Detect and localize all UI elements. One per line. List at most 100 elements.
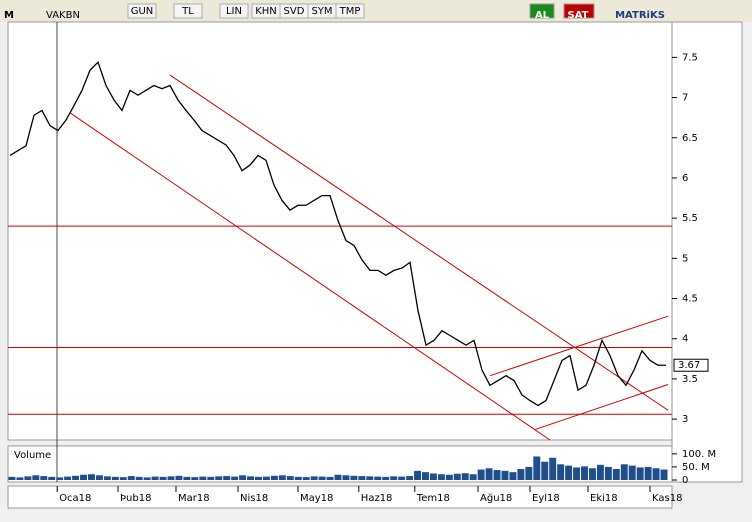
symbol[interactable]: VAKBN	[46, 10, 80, 21]
volume-bar	[517, 469, 525, 480]
volume-bar	[262, 476, 270, 480]
volume-bar	[429, 473, 437, 480]
date-axis	[7, 485, 673, 509]
volume-bar	[541, 461, 549, 480]
volume-bar	[533, 456, 541, 480]
volume-bar	[64, 476, 72, 480]
last-price-box	[673, 358, 709, 372]
trend-line	[489, 315, 669, 377]
volume-bar	[660, 469, 668, 480]
volume-bar	[366, 476, 374, 480]
volume-bar	[644, 466, 652, 480]
volume-bar	[565, 465, 573, 480]
sell-button[interactable]: SAT	[568, 10, 589, 21]
price-axis	[671, 21, 743, 483]
volume-bar	[207, 476, 215, 480]
volume-bar	[398, 476, 406, 480]
toolbar-button[interactable]: KHN	[255, 6, 277, 17]
y-tick-label: 4.5	[682, 294, 698, 305]
volume-bar	[247, 476, 255, 480]
volume-bar	[143, 477, 151, 480]
volume-bar	[573, 467, 581, 480]
volume-bar	[159, 476, 167, 480]
volume-bar	[16, 477, 24, 480]
volume-bar	[231, 476, 239, 480]
toolbar-button[interactable]: SVD	[284, 6, 305, 17]
volume-bar	[40, 476, 48, 480]
button-bg	[219, 3, 249, 19]
price-line	[9, 60, 666, 407]
toolbar-button[interactable]: LIN	[226, 6, 242, 17]
x-tick-label: Tem18	[416, 493, 450, 504]
volume-bar	[342, 475, 350, 480]
y-tick-label: 3.5	[682, 374, 698, 385]
volume-bar	[588, 468, 596, 480]
toolbar-button[interactable]: TL	[181, 6, 194, 17]
toolbar-button[interactable]: GUN	[131, 6, 154, 17]
volume-bar	[525, 466, 533, 480]
m-logo: M	[4, 10, 14, 21]
volume-bar	[95, 475, 103, 480]
volume-bar	[103, 476, 111, 480]
volume-bar	[310, 476, 318, 480]
volume-bar	[485, 468, 493, 480]
volume-bar	[453, 473, 461, 480]
volume-tick-label: 100. M	[682, 449, 716, 460]
volume-bar	[48, 476, 56, 480]
volume-bar	[406, 476, 414, 480]
button-bg	[335, 3, 365, 19]
volume-bar	[56, 477, 64, 480]
volume-bar	[24, 476, 32, 480]
volume-bar	[612, 469, 620, 480]
volume-bar	[557, 464, 565, 480]
volume-bar	[469, 474, 477, 480]
volume-bar	[596, 464, 604, 480]
trend-line	[534, 384, 669, 431]
volume-bar	[382, 476, 390, 480]
volume-bar	[318, 476, 326, 480]
volume-bar	[437, 474, 445, 480]
toolbar-button[interactable]: TMP	[339, 6, 361, 17]
volume-bar	[628, 465, 636, 480]
y-tick-label: 6.5	[682, 133, 698, 144]
x-tick-label: Eki18	[590, 493, 618, 504]
volume-bar	[270, 475, 278, 480]
buy-button[interactable]: AL	[535, 10, 550, 21]
toolbar-button[interactable]: SYM	[311, 6, 332, 17]
volume-bar	[477, 469, 485, 480]
last-price: 3.67	[678, 360, 700, 371]
volume-bar	[8, 476, 16, 480]
volume-bar	[390, 476, 398, 480]
volume-bar	[652, 468, 660, 480]
y-tick-label: 7.5	[682, 52, 698, 63]
volume-bar	[32, 475, 40, 480]
volume-bar	[72, 475, 80, 480]
trend-line	[69, 112, 551, 441]
volume-bar	[135, 476, 143, 480]
volume-bar	[127, 476, 135, 480]
y-tick-label: 3	[682, 414, 688, 425]
volume-bar	[374, 476, 382, 480]
x-tick-label: Mar18	[178, 493, 210, 504]
volume-bar	[461, 473, 469, 480]
volume-bar	[286, 476, 294, 480]
volume-bar	[119, 477, 127, 480]
button-bg	[173, 3, 203, 19]
volume-bar	[445, 474, 453, 480]
x-tick-label: May18	[300, 493, 333, 504]
volume-bar	[167, 476, 175, 480]
volume-bar	[326, 476, 334, 480]
y-tick-label: 4	[682, 334, 688, 345]
y-tick-label: 6	[682, 173, 688, 184]
x-tick-label: Þub18	[120, 493, 151, 504]
volume-title: Volume	[14, 450, 51, 461]
y-tick-label: 5	[682, 253, 688, 264]
x-tick-label: Haz18	[361, 493, 393, 504]
x-tick-label: Nis18	[240, 493, 268, 504]
volume-bar	[302, 477, 310, 480]
y-tick-label: 5.5	[682, 213, 698, 224]
volume-bar	[175, 475, 183, 480]
volume-bar	[421, 472, 429, 480]
